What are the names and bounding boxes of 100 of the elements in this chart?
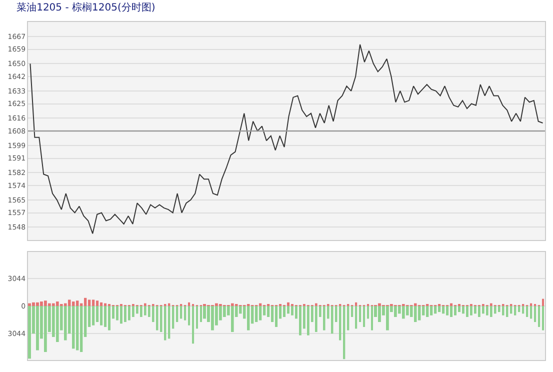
bar (351, 306, 354, 317)
bar (88, 300, 91, 306)
bar (104, 306, 107, 327)
bar (478, 306, 480, 317)
bar (200, 306, 202, 322)
bar (64, 303, 67, 306)
bar (156, 306, 158, 330)
bar (44, 306, 47, 352)
bar (56, 302, 59, 306)
bar (140, 306, 142, 317)
bar (466, 306, 468, 317)
bar (434, 306, 437, 314)
bar (36, 302, 39, 306)
bar (215, 303, 218, 306)
bar (28, 306, 31, 359)
bar (192, 306, 194, 344)
bar (56, 306, 59, 342)
bar (44, 300, 47, 306)
bar (96, 300, 99, 306)
bar (188, 306, 190, 326)
bar (454, 306, 457, 316)
bar (76, 300, 79, 306)
bar (494, 306, 496, 314)
bar (339, 306, 342, 340)
bar (530, 303, 532, 306)
bar (108, 306, 111, 330)
bar (498, 306, 500, 312)
bar (490, 306, 492, 317)
bar (128, 306, 130, 320)
bar (40, 302, 43, 306)
bar (335, 306, 338, 322)
bar (92, 300, 95, 306)
bar (144, 303, 146, 306)
bar (231, 306, 234, 332)
bar (307, 306, 310, 336)
bar (530, 306, 532, 319)
bar (116, 306, 118, 320)
bar (72, 306, 75, 349)
bar (211, 306, 214, 330)
bar (378, 306, 381, 322)
bar (474, 306, 476, 314)
line-series (30, 44, 544, 234)
bar (446, 306, 449, 316)
bar (450, 306, 453, 317)
bar (247, 306, 250, 330)
bar (287, 302, 290, 306)
bar (347, 306, 350, 330)
bar (84, 298, 87, 306)
bar (231, 303, 234, 306)
bar (92, 306, 95, 326)
bar (430, 306, 433, 316)
bar (542, 306, 544, 330)
bar (506, 306, 508, 317)
bar (438, 306, 441, 312)
bar (542, 298, 544, 306)
bar (68, 300, 71, 306)
bar (386, 306, 389, 330)
bar (48, 303, 51, 306)
bar (490, 303, 492, 306)
bar (76, 306, 79, 350)
bar (343, 306, 346, 360)
bar (180, 306, 182, 319)
bar (378, 303, 381, 306)
bar (144, 306, 146, 316)
bar (291, 306, 294, 316)
bar (458, 306, 460, 312)
bar (96, 306, 99, 322)
bar (442, 306, 445, 314)
bar (534, 306, 536, 322)
bar (406, 306, 409, 316)
bar (72, 302, 75, 306)
bar (355, 306, 358, 329)
bar (418, 306, 421, 320)
bar (188, 302, 190, 306)
bar (196, 306, 198, 329)
bar (526, 306, 528, 317)
bar (426, 306, 429, 317)
bar (259, 306, 262, 320)
bar (514, 306, 516, 316)
bar (104, 303, 107, 306)
bar (203, 306, 206, 319)
bar (394, 306, 397, 317)
bar (538, 306, 540, 327)
bar (52, 303, 55, 306)
bar (367, 306, 370, 319)
bar (450, 303, 453, 306)
bar (363, 306, 366, 327)
bar (299, 306, 302, 336)
bar (120, 306, 122, 324)
bar (522, 306, 524, 314)
bar (164, 306, 166, 340)
bar (323, 306, 326, 330)
bar (124, 306, 126, 322)
bar (482, 306, 484, 314)
bar (518, 306, 520, 312)
bar (223, 306, 226, 317)
bar (255, 306, 258, 322)
bar (470, 306, 472, 316)
bar (136, 306, 138, 314)
bar (414, 306, 417, 322)
